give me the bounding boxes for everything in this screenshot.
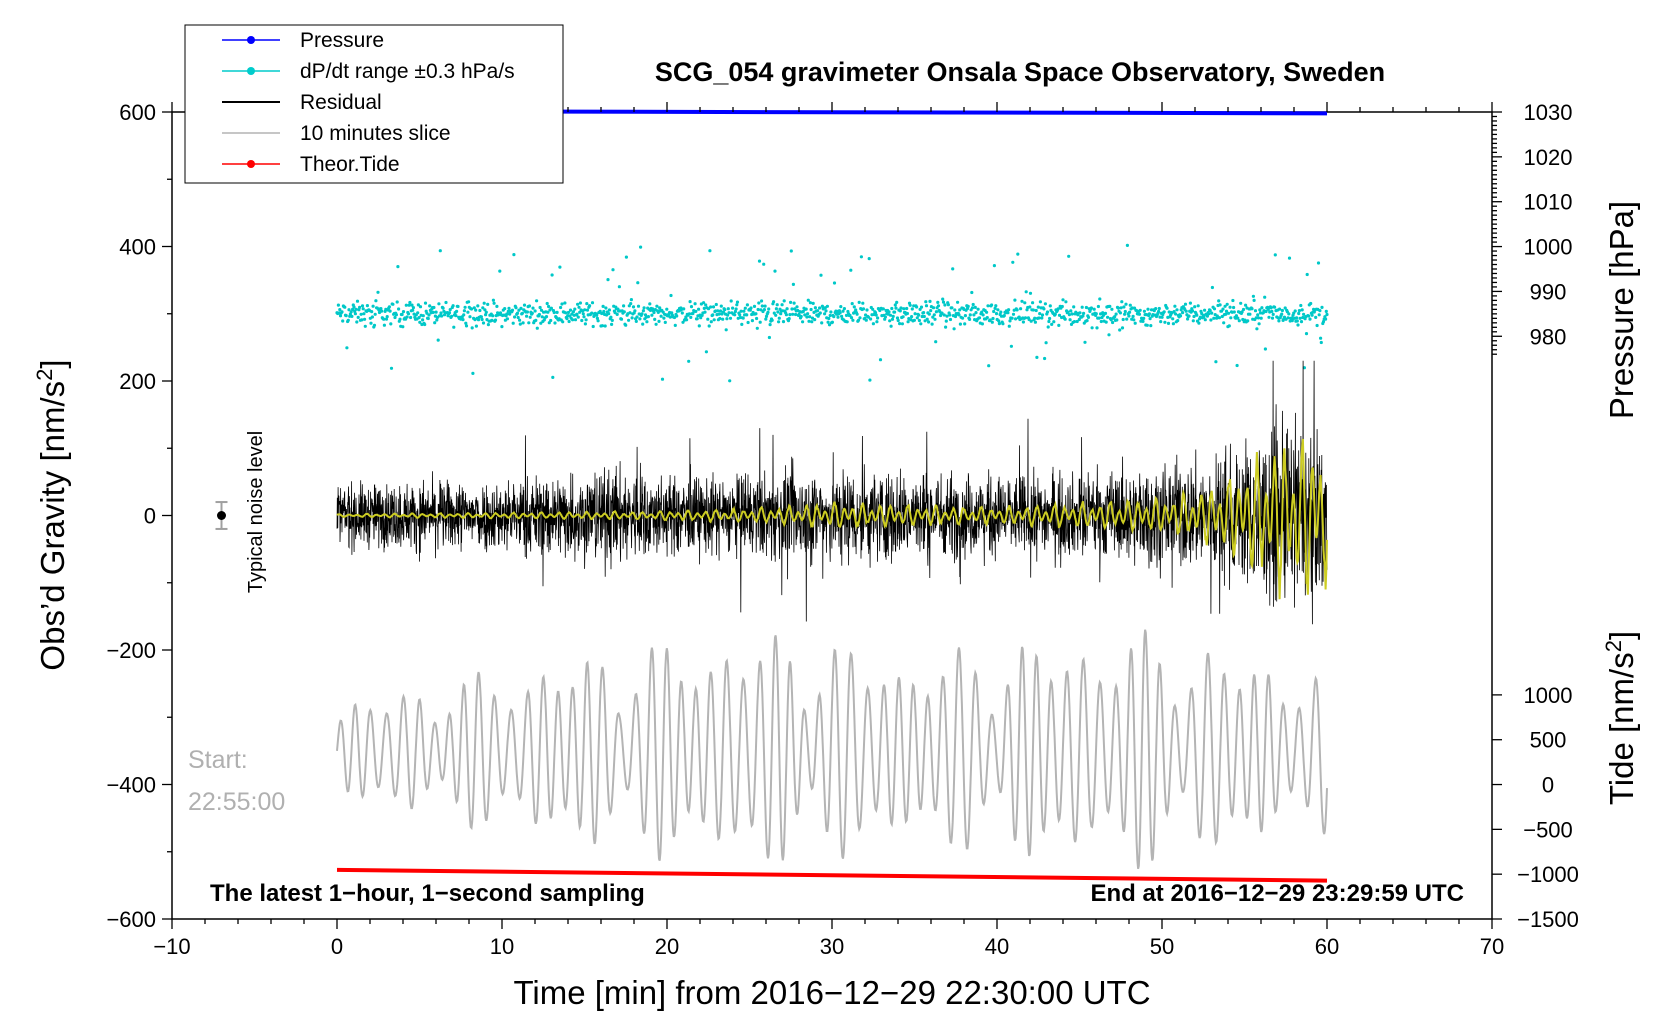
residual-smoothed-series [336, 438, 1328, 600]
tide-tick-label: −1000 [1517, 862, 1579, 887]
pressure-tick-label: 1020 [1524, 145, 1573, 170]
residual-smoothed-line [336, 438, 1328, 600]
y-tick-label: 600 [119, 100, 156, 125]
legend-label: Pressure [300, 29, 384, 52]
y-axis-title-tide-superscript: 2 [1601, 640, 1626, 652]
y-tick-label: 200 [119, 369, 156, 394]
y-tick-label: 400 [119, 235, 156, 260]
y-axis-title-tide-bracket: ] [1603, 631, 1640, 640]
x-tick-label: 10 [490, 934, 514, 959]
y-tick-label: −400 [106, 773, 156, 798]
residual-series [336, 360, 1328, 625]
ten-minute-slice-series [336, 629, 1328, 870]
x-tick-label: 60 [1315, 934, 1339, 959]
legend-swatch-dot [247, 160, 255, 168]
pressure-tick-label: 1000 [1524, 235, 1573, 260]
tide-tick-label: 1000 [1524, 683, 1573, 708]
legend: Pressure dP/dt range ±0.3 hPa/s Residual 10… [184, 24, 564, 184]
legend-item: dP/dt range ±0.3 hPa/s [222, 60, 515, 83]
annotation-start-time: 22:55:00 [188, 788, 285, 816]
legend-swatch-dot [247, 67, 255, 75]
x-tick-label: 0 [331, 934, 343, 959]
y-tick-label: −600 [106, 907, 156, 932]
legend-items: Pressure dP/dt range ±0.3 hPa/s Residual 10… [222, 29, 515, 176]
residual-line [336, 360, 1328, 625]
legend-item: Residual [222, 91, 382, 114]
tide-series [336, 867, 1328, 883]
noise-point [217, 511, 226, 520]
axes: −10 0 10 20 30 40 50 60 706004002000−200−400−600… [106, 100, 1578, 959]
chart-title: SCG_054 gravimeter Onsala Space Observat… [655, 57, 1385, 87]
legend-label: Residual [300, 91, 382, 114]
legend-label: Theor.Tide [300, 153, 400, 176]
y-axis-title-left-bracket: ] [34, 359, 71, 368]
y-axis-title-tide: Tide [nm/s2] [1601, 631, 1640, 805]
x-axis-title: Time [min] from 2016−12−29 22:30:00 UTC [513, 974, 1150, 1011]
ten-minute-slice-line [336, 629, 1328, 870]
x-tick-label: 40 [985, 934, 1009, 959]
tide-line [336, 867, 1328, 883]
y-tick-label: −200 [106, 638, 156, 663]
noise-marker [215, 501, 228, 530]
y-axis-title-pressure: Pressure [hPa] [1603, 201, 1640, 419]
legend-item: 10 minutes slice [222, 122, 451, 145]
legend-label: dP/dt range ±0.3 hPa/s [300, 60, 515, 83]
pressure-tick-label: 1030 [1524, 100, 1573, 125]
dpdt-points [335, 243, 1329, 383]
y-axis-title-left-superscript: 2 [32, 369, 57, 381]
legend-swatch-dot [247, 36, 255, 44]
legend-label: 10 minutes slice [300, 122, 451, 145]
x-tick-label: 70 [1480, 934, 1504, 959]
pressure-tick-label: 1010 [1524, 190, 1573, 215]
tide-tick-label: 0 [1542, 773, 1554, 798]
annotation-start-label: Start: [188, 746, 248, 774]
tide-tick-label: −1500 [1517, 907, 1579, 932]
annotation-sampling: The latest 1−hour, 1−second sampling [210, 880, 645, 907]
x-tick-label: 50 [1150, 934, 1174, 959]
y-tick-label: 0 [144, 504, 156, 529]
x-tick-label: −10 [153, 934, 190, 959]
tide-tick-label: −500 [1523, 817, 1573, 842]
legend-item: Theor.Tide [222, 153, 400, 176]
pressure-tick-label: 990 [1530, 279, 1567, 304]
dpdt-series [335, 243, 1329, 383]
x-tick-label: 20 [655, 934, 679, 959]
tide-tick-label: 500 [1530, 728, 1567, 753]
legend-box [184, 24, 564, 184]
legend-item: Pressure [222, 29, 384, 52]
pressure-tick-label: 980 [1530, 324, 1567, 349]
annotation-noise-level: Typical noise level [245, 431, 267, 593]
annotation-end-time: End at 2016−12−29 23:29:59 UTC [1090, 880, 1464, 907]
y-axis-title-left: Obs’d Gravity [nm/s2] [32, 359, 71, 670]
x-tick-label: 30 [820, 934, 844, 959]
